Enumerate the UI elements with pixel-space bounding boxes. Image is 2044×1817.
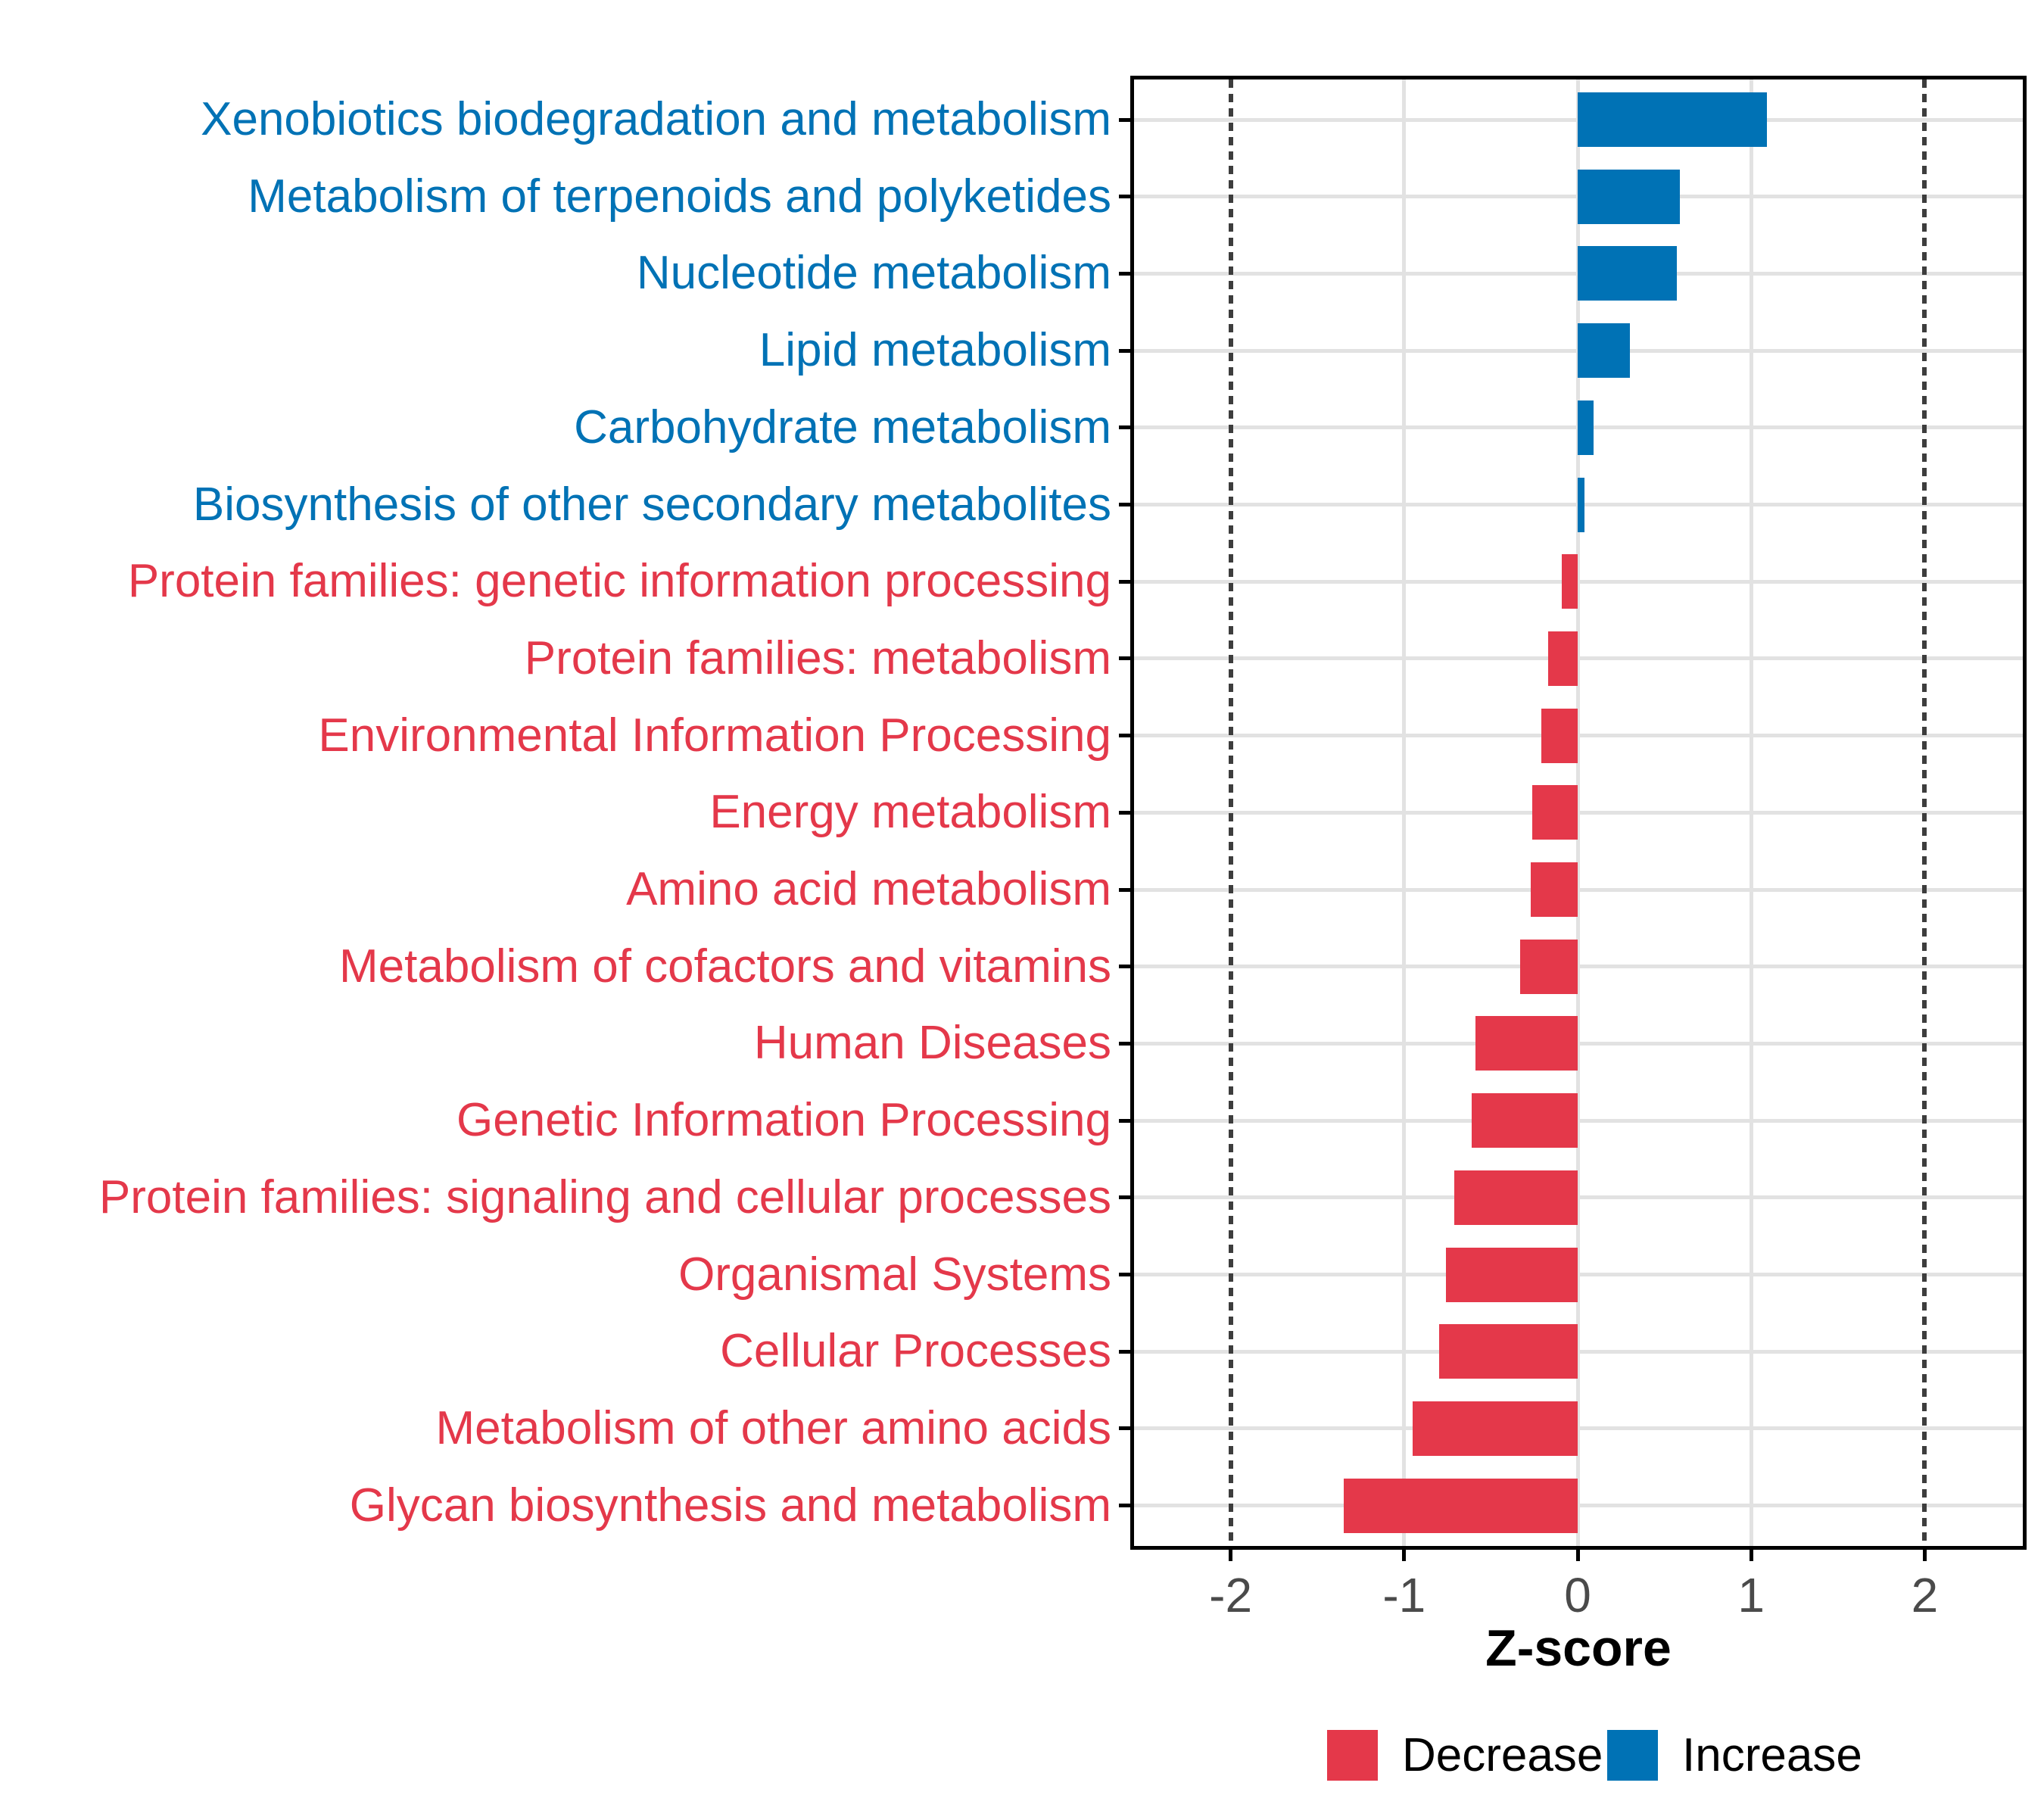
v-gridline: [1402, 79, 1407, 1546]
v-gridline: [1749, 79, 1753, 1546]
legend-label-increase: Increase: [1682, 1729, 1862, 1781]
bar: [1548, 631, 1578, 686]
x-tick-label: 1: [1737, 1568, 1765, 1622]
y-tick: [1119, 195, 1130, 199]
category-label: Energy metabolism: [709, 786, 1111, 839]
y-tick: [1119, 734, 1130, 738]
legend-key-increase: [1607, 1730, 1658, 1781]
bar: [1541, 708, 1578, 763]
bar: [1578, 246, 1677, 301]
y-tick: [1119, 1041, 1130, 1046]
category-label: Biosynthesis of other secondary metaboli…: [192, 478, 1111, 531]
category-label: Protein families: signaling and cellular…: [98, 1170, 1111, 1223]
dashed-reference-line: [1228, 79, 1233, 1546]
bar: [1343, 1478, 1578, 1533]
category-label: Environmental Information Processing: [318, 709, 1111, 762]
x-tick-label: 2: [1911, 1568, 1939, 1622]
bar: [1475, 1016, 1578, 1071]
category-label: Glycan biosynthesis and metabolism: [349, 1479, 1111, 1532]
category-label: Organismal Systems: [678, 1248, 1111, 1301]
bar: [1454, 1170, 1578, 1225]
y-tick: [1119, 1426, 1130, 1431]
bar: [1532, 785, 1578, 840]
bar: [1520, 939, 1578, 994]
category-label: Metabolism of cofactors and vitamins: [339, 940, 1111, 993]
y-tick: [1119, 348, 1130, 353]
y-tick: [1119, 887, 1130, 892]
category-label: Genetic Information Processing: [456, 1094, 1111, 1147]
category-label: Carbohydrate metabolism: [574, 400, 1111, 453]
v-gridline: [1575, 79, 1580, 1546]
plot-panel: [1130, 76, 2027, 1550]
category-label: Amino acid metabolism: [626, 863, 1111, 915]
x-tick-label: -2: [1209, 1568, 1253, 1622]
bar: [1578, 323, 1630, 379]
y-tick: [1119, 1118, 1130, 1123]
bar: [1578, 400, 1594, 455]
category-label: Nucleotide metabolism: [636, 247, 1111, 300]
category-label: Xenobiotics biodegradation and metabolis…: [201, 93, 1111, 145]
bar: [1578, 92, 1767, 147]
x-tick: [1402, 1550, 1407, 1561]
category-label: Protein families: genetic information pr…: [127, 555, 1111, 608]
y-tick: [1119, 425, 1130, 430]
bar: [1445, 1247, 1578, 1302]
bar: [1438, 1324, 1578, 1379]
x-tick-label: -1: [1382, 1568, 1426, 1622]
y-tick: [1119, 1349, 1130, 1354]
legend-key-decrease: [1327, 1730, 1378, 1781]
y-tick: [1119, 579, 1130, 584]
y-tick: [1119, 503, 1130, 506]
y-tick: [1119, 117, 1130, 122]
y-tick: [1119, 1273, 1130, 1276]
bar: [1413, 1401, 1578, 1456]
bar: [1562, 554, 1578, 609]
x-tick: [1229, 1550, 1233, 1561]
bar: [1531, 862, 1578, 917]
category-label: Metabolism of other amino acids: [435, 1401, 1111, 1454]
y-tick: [1119, 965, 1130, 969]
bar: [1578, 477, 1585, 532]
x-tick: [1749, 1550, 1753, 1561]
x-axis-title: Z-score: [1485, 1619, 1672, 1677]
x-tick-label: 0: [1564, 1568, 1591, 1622]
dashed-reference-line: [1922, 79, 1927, 1546]
y-tick: [1119, 656, 1130, 661]
x-tick: [1922, 1550, 1927, 1561]
x-tick: [1575, 1550, 1580, 1561]
bar: [1472, 1093, 1578, 1148]
y-tick: [1119, 271, 1130, 276]
category-label: Human Diseases: [753, 1017, 1111, 1070]
category-label: Protein families: metabolism: [524, 631, 1111, 684]
y-tick: [1119, 1504, 1130, 1508]
category-label: Cellular Processes: [720, 1325, 1111, 1378]
category-label: Lipid metabolism: [759, 324, 1111, 377]
category-label: Metabolism of terpenoids and polyketides: [248, 170, 1111, 223]
y-tick: [1119, 1195, 1130, 1200]
y-tick: [1119, 810, 1130, 815]
legend-label-decrease: Decrease: [1402, 1729, 1603, 1781]
bar: [1578, 169, 1681, 224]
